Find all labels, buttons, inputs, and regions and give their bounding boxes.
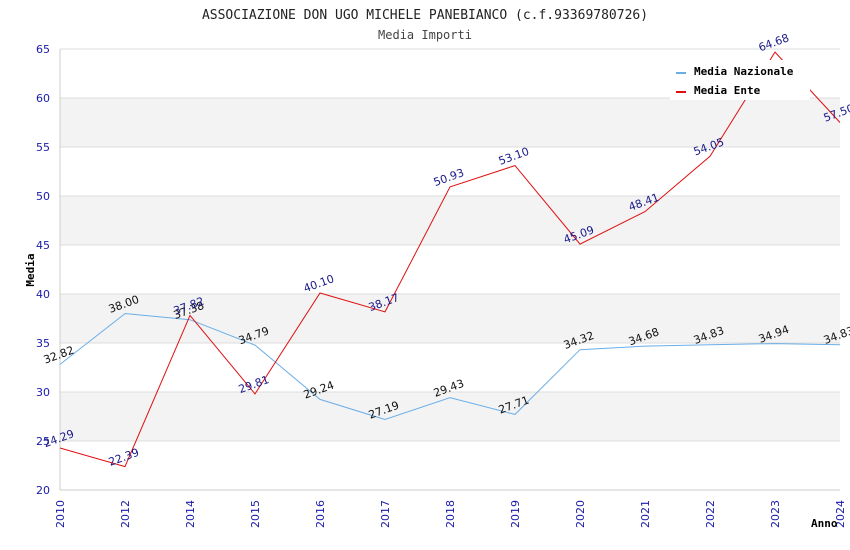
- grid-band: [60, 441, 840, 490]
- y-tick-label: 55: [36, 141, 50, 154]
- x-tick-label: 2017: [379, 500, 392, 528]
- grid-band: [60, 343, 840, 392]
- x-axis-label: Anno: [811, 517, 838, 530]
- series-line-media-ente: [59, 51, 841, 468]
- x-tick-label: 2021: [639, 500, 652, 528]
- y-tick-label: 35: [36, 337, 50, 350]
- x-tick-label: 2022: [704, 500, 717, 528]
- y-tick-label: 60: [36, 92, 50, 105]
- grid-band: [60, 294, 840, 343]
- axes: [59, 49, 840, 491]
- grid-band: [60, 98, 840, 147]
- legend-label-media-ente: Media Ente: [694, 84, 761, 97]
- grid-band: [60, 196, 840, 245]
- y-tick-label: 50: [36, 190, 50, 203]
- grid-band: [60, 245, 840, 294]
- grid-bands: [60, 49, 840, 490]
- chart-subtitle: Media Importi: [378, 28, 472, 42]
- legend-box: [670, 60, 810, 100]
- x-tick-label: 2020: [574, 500, 587, 528]
- x-tick-label: 2016: [314, 500, 327, 528]
- x-tick-label: 2018: [444, 500, 457, 528]
- y-tick-label: 40: [36, 288, 50, 301]
- y-tick-label: 25: [36, 435, 50, 448]
- grid-band: [60, 392, 840, 441]
- y-tick-label: 20: [36, 484, 50, 497]
- x-tick-labels: 2010 2012 2014 2015 2016 2017 2018 2019 2020 2021…: [54, 500, 847, 528]
- x-tick-label: 2019: [509, 500, 522, 528]
- series-lines: [59, 51, 841, 468]
- legend: Media Nazionale Media Ente: [670, 60, 810, 100]
- x-tick-label: 2023: [769, 500, 782, 528]
- series-line-media-nazionale: [59, 313, 841, 421]
- y-tick-label: 30: [36, 386, 50, 399]
- y-axis-label: Media: [24, 253, 37, 286]
- x-tick-label: 2010: [54, 500, 67, 528]
- x-tick-label: 2014: [184, 500, 197, 528]
- x-tick-label: 2015: [249, 500, 262, 528]
- legend-label-media-nazionale: Media Nazionale: [694, 65, 794, 78]
- x-tick-label: 2024: [834, 500, 847, 528]
- x-tick-label: 2012: [119, 500, 132, 528]
- y-tick-label: 45: [36, 239, 50, 252]
- y-tick-label: 65: [36, 43, 50, 56]
- y-tick-labels: 20 25 30 35 40 45 50 55 60 65: [36, 43, 50, 497]
- chart-title: ASSOCIAZIONE DON UGO MICHELE PANEBIANCO …: [202, 8, 648, 23]
